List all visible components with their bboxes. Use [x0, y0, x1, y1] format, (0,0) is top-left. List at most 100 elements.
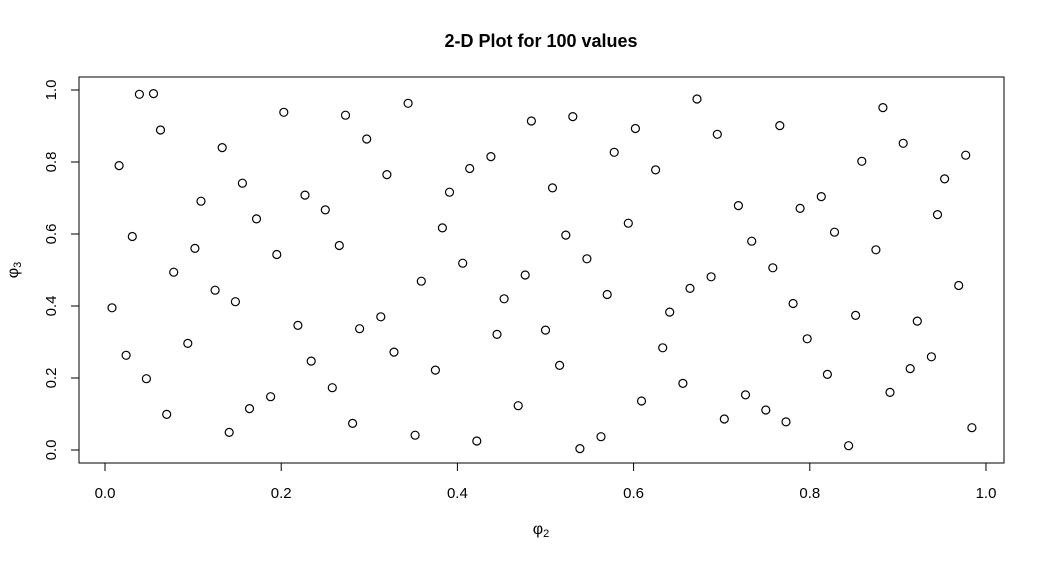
data-point: [148, 88, 159, 99]
data-point: [389, 347, 399, 357]
x-tick-label: 0.6: [623, 485, 644, 502]
data-point: [561, 230, 571, 240]
data-point: [169, 267, 179, 277]
data-point: [712, 129, 722, 139]
data-point: [582, 254, 592, 264]
data-point: [410, 430, 420, 440]
data-point: [382, 170, 392, 180]
data-point: [230, 297, 240, 307]
data-point: [437, 223, 447, 233]
data-point: [499, 294, 509, 304]
data-point: [465, 163, 475, 174]
data-point: [761, 405, 771, 415]
data-point: [747, 236, 757, 246]
data-point: [596, 432, 606, 442]
y-tick-label: 1.0: [43, 80, 60, 101]
x-axis-label: φ2: [533, 521, 550, 540]
data-point: [376, 312, 386, 322]
data-point: [967, 423, 977, 433]
x-axis-label-subscript: 2: [543, 528, 549, 540]
data-point: [939, 174, 950, 184]
chart-title: 2-D Plot for 100 values: [444, 31, 637, 51]
data-point: [334, 240, 344, 251]
data-point: [196, 196, 206, 206]
data-point: [416, 276, 426, 286]
data-point: [898, 138, 908, 148]
data-point: [650, 165, 661, 175]
data-point: [609, 147, 619, 157]
data-point: [266, 392, 276, 402]
data-point: [829, 227, 840, 237]
data-point: [630, 123, 641, 134]
y-axis-label-subscript: 3: [12, 262, 24, 268]
data-point: [932, 210, 943, 220]
plot-frame: [78, 76, 1005, 464]
data-point: [355, 324, 365, 334]
data-point: [602, 289, 612, 300]
data-point: [540, 325, 551, 335]
x-axis-label-symbol: φ: [533, 521, 543, 538]
data-point: [210, 285, 220, 295]
data-point: [926, 352, 937, 362]
y-tick-label: 0.2: [43, 368, 60, 389]
data-point: [293, 320, 303, 330]
y-tick-label: 0.4: [43, 296, 60, 317]
data-point: [217, 143, 227, 153]
data-point: [781, 417, 791, 427]
data-point: [190, 243, 200, 253]
data-point: [430, 365, 440, 375]
data-point: [237, 178, 247, 188]
data-point: [526, 116, 537, 126]
data-point: [850, 310, 861, 320]
data-point: [272, 249, 282, 260]
y-axis-label-symbol: φ: [5, 268, 22, 278]
data-point: [871, 245, 881, 255]
data-point: [300, 190, 310, 200]
y-axis: 0.0 0.2 0.4 0.6 0.8 1.0: [43, 80, 80, 461]
data-point: [719, 414, 729, 424]
data-point: [678, 378, 688, 388]
data-point: [348, 418, 358, 428]
data-point: [134, 89, 144, 99]
data-point: [492, 329, 502, 339]
data-point: [162, 409, 172, 419]
x-tick-label: 0.2: [271, 485, 292, 502]
data-point: [961, 150, 971, 160]
data-point: [320, 205, 330, 215]
data-point: [658, 343, 668, 353]
data-point: [623, 218, 633, 228]
x-axis: 0.0 0.2 0.4 0.6 0.8 1.0: [95, 462, 997, 502]
data-point: [554, 360, 565, 370]
data-point: [340, 110, 351, 120]
data-point: [665, 307, 675, 317]
data-point: [121, 350, 131, 360]
data-point: [183, 338, 193, 348]
data-point: [912, 316, 922, 326]
data-point: [107, 303, 117, 313]
data-point: [251, 214, 262, 224]
data-point: [155, 125, 166, 135]
data-point: [568, 111, 578, 122]
data-point: [802, 334, 812, 344]
data-point: [141, 374, 151, 384]
data-point: [472, 436, 482, 446]
data-point: [486, 152, 496, 162]
y-axis-label: φ3: [5, 262, 24, 279]
data-point: [905, 364, 915, 374]
data-point: [733, 201, 744, 211]
data-point: [636, 396, 647, 406]
y-tick-label: 0.8: [43, 152, 60, 173]
data-point: [244, 404, 255, 414]
data-point: [513, 401, 523, 411]
y-tick-label: 0.0: [43, 440, 60, 461]
x-tick-label: 1.0: [976, 485, 997, 502]
data-point: [279, 107, 289, 117]
data-point: [775, 120, 785, 131]
data-point: [224, 427, 234, 437]
data-point: [788, 298, 798, 309]
data-point: [878, 102, 888, 113]
data-point: [306, 356, 316, 366]
data-point: [740, 390, 751, 400]
data-point: [114, 161, 124, 171]
